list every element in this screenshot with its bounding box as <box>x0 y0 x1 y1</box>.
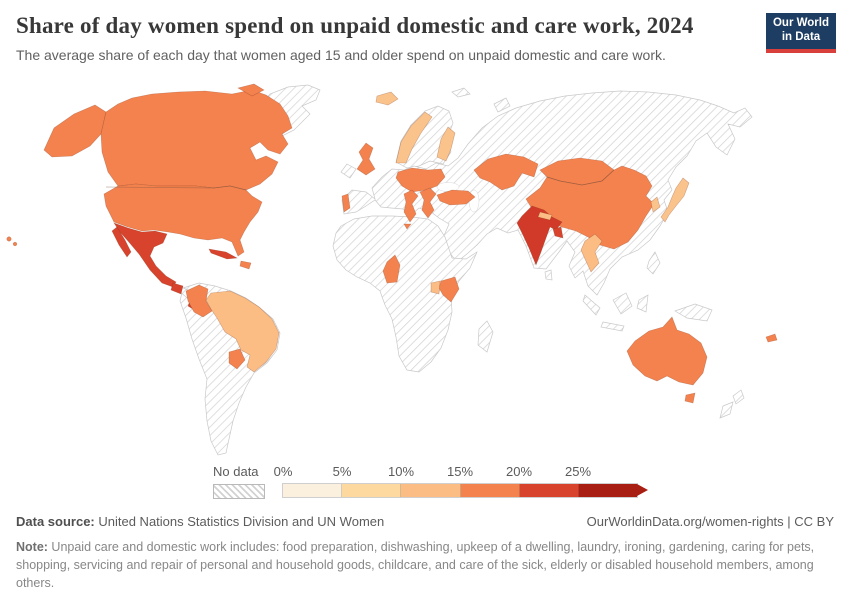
region-africa-no-data <box>332 215 478 373</box>
country-china[interactable] <box>525 165 655 250</box>
country-australia-tasmania[interactable] <box>684 392 696 404</box>
legend-bucket-1[interactable] <box>342 484 402 497</box>
region-novaya-zemlya-no-data <box>493 97 511 113</box>
legend-color-bar <box>282 483 638 498</box>
legend-bucket-3[interactable] <box>460 484 520 497</box>
legend-arrow <box>637 484 648 496</box>
china-mongolia-border <box>546 169 615 186</box>
country-india[interactable] <box>516 205 563 266</box>
legend-bucket-4[interactable] <box>519 484 579 497</box>
legend-bucket-2[interactable] <box>401 484 461 497</box>
page-title: Share of day women spend on unpaid domes… <box>16 13 694 38</box>
legend-tick-4: 20% <box>505 464 533 479</box>
region-madagascar-no-data <box>477 320 494 353</box>
country-canada[interactable] <box>100 89 293 191</box>
region-sri-lanka-no-data <box>544 269 553 281</box>
region-sulawesi-no-data <box>636 294 649 313</box>
country-colombia[interactable] <box>185 284 213 318</box>
note-text: Unpaid care and domestic work includes: … <box>16 540 815 591</box>
country-portugal[interactable] <box>341 193 351 213</box>
region-ireland-no-data <box>340 163 357 179</box>
country-balkans-greece[interactable] <box>419 187 437 219</box>
country-mexico-baja[interactable] <box>111 226 132 258</box>
region-new-zealand-south-no-data <box>719 401 734 419</box>
country-australia[interactable] <box>626 316 708 386</box>
country-dominican-republic[interactable] <box>239 260 252 270</box>
country-japan[interactable] <box>660 177 690 223</box>
legend-tick-0: 0% <box>273 464 293 479</box>
country-kazakhstan[interactable] <box>473 153 539 191</box>
legend-bucket-0[interactable] <box>283 484 343 497</box>
country-italy-sicily[interactable] <box>403 223 412 230</box>
chart-header: Share of day women spend on unpaid domes… <box>16 12 758 63</box>
country-norway[interactable] <box>395 111 433 164</box>
note-text-block: Note: Unpaid care and domestic work incl… <box>16 538 834 592</box>
country-fiji[interactable] <box>765 333 778 343</box>
country-mexico[interactable] <box>113 222 177 288</box>
country-united-kingdom[interactable] <box>356 142 376 176</box>
country-usa-hawaii[interactable] <box>6 236 12 242</box>
country-finland[interactable] <box>436 126 456 162</box>
country-iceland[interactable] <box>375 91 399 106</box>
legend-tick-1: 5% <box>332 464 352 479</box>
region-philippines-no-data <box>646 251 661 275</box>
country-canada-arctic-islands[interactable] <box>237 83 265 97</box>
country-usa-alaska[interactable] <box>43 104 107 158</box>
country-usa-mainland[interactable] <box>103 183 263 257</box>
region-sumatra-no-data <box>582 294 601 316</box>
data-source-text: United Nations Statistics Division and U… <box>94 514 385 529</box>
region-java-no-data <box>600 321 625 332</box>
data-source-line: Data source: United Nations Statistics D… <box>16 514 384 529</box>
country-brazil[interactable] <box>205 290 280 373</box>
world-map-svg <box>6 83 778 456</box>
credit-link[interactable]: OurWorldinData.org/women-rights | CC BY <box>586 514 834 529</box>
country-thailand-laos[interactable] <box>580 233 603 273</box>
no-data-swatch[interactable] <box>213 484 265 499</box>
country-central-europe[interactable] <box>395 167 446 193</box>
no-data-label: No data <box>213 464 259 479</box>
region-svalbard-no-data <box>451 87 471 98</box>
legend-tick-5: 25% <box>564 464 592 479</box>
note-label: Note: <box>16 540 48 554</box>
usa-canada-border <box>105 185 247 191</box>
country-bangladesh[interactable] <box>552 226 564 239</box>
country-cuba[interactable] <box>208 248 238 260</box>
country-south-korea[interactable] <box>650 196 661 213</box>
country-cameroon[interactable] <box>382 254 401 284</box>
country-turkey[interactable] <box>436 189 476 206</box>
region-borneo-no-data <box>612 292 633 315</box>
country-nepal[interactable] <box>537 211 553 221</box>
country-paraguay[interactable] <box>228 348 246 370</box>
region-new-zealand-north-no-data <box>732 389 745 405</box>
owid-logo[interactable]: Our World in Data <box>766 13 836 53</box>
owid-logo-line1: Our World <box>772 17 829 30</box>
map-legend: No data 0% 5% 10% 15% 20% 25% <box>0 462 850 502</box>
chart-footer: Data source: United Nations Statistics D… <box>16 514 834 529</box>
country-uganda[interactable] <box>430 280 441 295</box>
country-italy[interactable] <box>403 189 419 223</box>
legend-tick-2: 10% <box>387 464 415 479</box>
country-guatemala[interactable] <box>170 282 184 295</box>
world-map[interactable] <box>0 76 850 461</box>
owid-logo-line2: in Data <box>781 31 821 43</box>
chart-subtitle: The average share of each day that women… <box>16 46 666 63</box>
country-usa-hawaii-2[interactable] <box>12 241 18 247</box>
region-new-guinea-no-data <box>674 303 713 322</box>
legend-tick-3: 15% <box>446 464 474 479</box>
legend-bucket-5[interactable] <box>578 484 638 497</box>
data-source-label: Data source: <box>16 514 95 529</box>
